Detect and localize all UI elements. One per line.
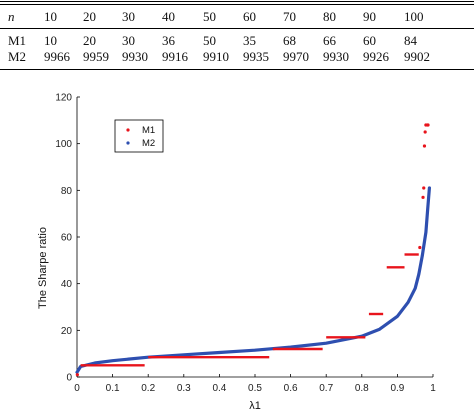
table-cell: 30 — [122, 33, 135, 48]
x-tick-label: 0.5 — [248, 383, 262, 394]
series-m1-point — [75, 373, 79, 377]
table-header-n: n — [8, 9, 15, 24]
results-table: n 10 20 30 40 50 60 70 80 90 100 M1 10 20 30 36 50 35 68 66… — [0, 0, 474, 72]
table-header-rule — [0, 28, 474, 29]
legend-label-m1: M1 — [142, 125, 155, 136]
table-cell: 35 — [243, 33, 256, 48]
table-cell: 68 — [283, 33, 296, 48]
table-cell: 84 — [404, 33, 417, 48]
x-tick-label: 0 — [74, 383, 80, 394]
x-axis-label: λ1 — [249, 400, 261, 412]
table-cell: 9970 — [283, 49, 309, 64]
series-m1-point — [421, 195, 425, 199]
table-cell: 9959 — [83, 49, 109, 64]
series-m1-point — [418, 245, 422, 250]
table-header-cell: 80 — [323, 9, 336, 24]
table-cell: 9930 — [122, 49, 148, 64]
table-cell: 9935 — [243, 49, 269, 64]
legend-label-m2: M2 — [142, 138, 155, 149]
table-cell: 10 — [44, 33, 57, 48]
table-top-rule-2 — [0, 4, 474, 5]
table-cell: 9930 — [323, 49, 349, 64]
series-m2-line — [75, 186, 431, 374]
table-header-cell: 40 — [162, 9, 175, 24]
series-m1-point — [422, 144, 427, 148]
x-tick-label: 0.1 — [106, 383, 120, 394]
y-tick-label: 100 — [55, 139, 72, 150]
x-tick-label: 0.3 — [177, 383, 191, 394]
x-tick-label: 0.2 — [141, 383, 155, 394]
table-header-cell: 10 — [44, 9, 57, 24]
table-cell: 9916 — [162, 49, 188, 64]
table-cell: 9966 — [44, 49, 70, 64]
y-tick-label: 20 — [61, 326, 73, 337]
table-cell: 50 — [203, 33, 216, 48]
table-header-cell: 70 — [283, 9, 296, 24]
table-header-cell: 20 — [83, 9, 96, 24]
series-m1-point — [426, 123, 430, 127]
table-cell: 9910 — [203, 49, 229, 64]
sharpe-ratio-chart: 0 0.1 0.2 0.3 0.4 0.5 0.6 0.7 0.8 0.9 1 0 20 40 60 80 10… — [37, 93, 436, 413]
chart-legend: M1 M2 — [114, 119, 164, 153]
x-tick-label: 0.6 — [284, 383, 298, 394]
x-tick-label: 0.8 — [355, 383, 369, 394]
legend-box — [114, 119, 164, 153]
x-tick-label: 0.7 — [319, 383, 333, 394]
chart-marks — [75, 123, 431, 377]
y-tick-label: 60 — [61, 233, 73, 244]
y-tick-label: 40 — [61, 279, 73, 290]
series-m1-point — [423, 130, 427, 134]
y-axis-label: The Sharpe ratio — [37, 227, 49, 309]
table-cell: 60 — [363, 33, 376, 48]
series-m1-point — [422, 186, 426, 190]
x-tick-label: 1 — [430, 383, 436, 394]
table-cell: 9926 — [363, 49, 389, 64]
table-header-cell: 30 — [122, 9, 135, 24]
legend-marker-m1 — [126, 128, 130, 132]
y-tick-label: 120 — [55, 93, 72, 104]
table-header-cell: 100 — [404, 9, 424, 24]
chart-axes: 0 0.1 0.2 0.3 0.4 0.5 0.6 0.7 0.8 0.9 1 0 20 40 60 80 10… — [55, 93, 436, 395]
table-row-label: M2 — [8, 49, 27, 64]
table-header-cell: 60 — [243, 9, 256, 24]
x-tick-label: 0.9 — [390, 383, 404, 394]
table-cell: 36 — [162, 33, 175, 48]
table-top-rule — [0, 1, 474, 2]
x-tick-label: 0.4 — [212, 383, 226, 394]
table-cell: 9902 — [404, 49, 430, 64]
table-row-label: M1 — [8, 33, 27, 48]
y-tick-label: 80 — [61, 186, 73, 197]
table-bottom-rule — [0, 69, 474, 70]
y-tick-label: 0 — [66, 373, 72, 384]
table-header-cell: 90 — [363, 9, 376, 24]
legend-marker-m2 — [126, 141, 130, 145]
table-header-cell: 50 — [203, 9, 216, 24]
table-cell: 20 — [83, 33, 96, 48]
table-cell: 66 — [323, 33, 336, 48]
